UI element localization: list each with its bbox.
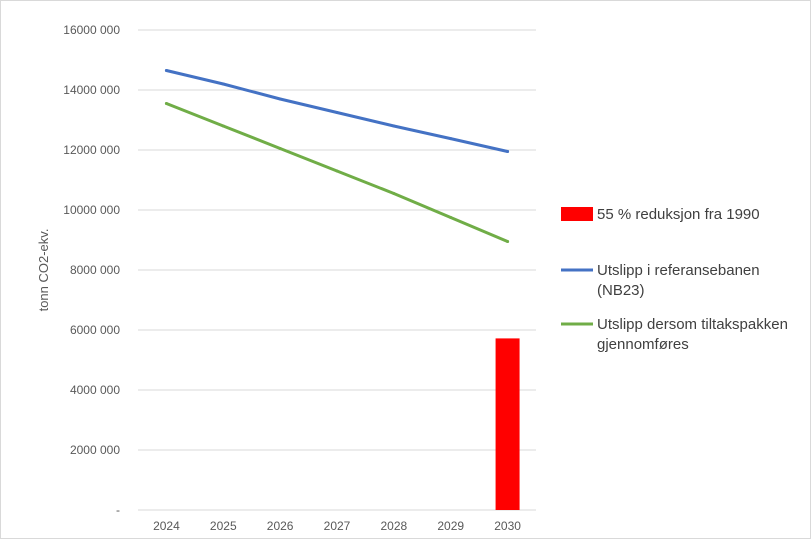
series-point <box>221 82 225 86</box>
y-tick-label: 2000 000 <box>70 443 120 457</box>
legend-swatch-bar <box>561 207 593 221</box>
series-point <box>506 150 510 153</box>
series-point <box>392 124 396 128</box>
y-tick-label: 8000 000 <box>70 263 120 277</box>
series-point <box>164 69 168 72</box>
y-tick-label: 16000 000 <box>63 23 120 37</box>
series-point <box>221 124 225 128</box>
x-tick-label: 2029 <box>437 519 464 533</box>
y-tick-label: 12000 000 <box>63 143 120 157</box>
y-axis-label: tonn CO2-ekv. <box>36 229 51 312</box>
legend-label: Utslipp i referansebanen <box>597 262 760 279</box>
y-tick-label: 14000 000 <box>63 83 120 97</box>
y-tick-label: 6000 000 <box>70 323 120 337</box>
series-point <box>278 97 282 101</box>
legend-label: Utslipp dersom tiltakspakken <box>597 316 788 333</box>
series-point <box>164 102 168 105</box>
legend-label: (NB23) <box>597 282 645 299</box>
y-tick-label: - <box>116 503 120 517</box>
series-point <box>449 216 453 219</box>
legend: 55 % reduksjon fra 1990 Utslipp i referan… <box>561 206 788 353</box>
legend-label: gjennomføres <box>597 336 689 353</box>
y-tick-label: 4000 000 <box>70 383 120 397</box>
series-point <box>335 111 339 114</box>
x-axis-ticks: 2024 2025 2026 2027 2028 2029 2030 <box>153 519 521 533</box>
gridlines <box>138 29 536 511</box>
x-tick-label: 2027 <box>324 519 351 533</box>
x-tick-label: 2024 <box>153 519 180 533</box>
series-point <box>449 137 453 141</box>
series-point <box>506 240 510 243</box>
x-tick-label: 2026 <box>267 519 294 533</box>
series-point <box>392 192 396 195</box>
x-tick-label: 2030 <box>494 519 521 533</box>
x-tick-label: 2028 <box>381 519 408 533</box>
x-tick-label: 2025 <box>210 519 237 533</box>
series-point <box>278 147 282 150</box>
y-tick-label: 10000 000 <box>63 203 120 217</box>
plot-area <box>164 69 520 510</box>
y-axis-ticks: - 2000 000 4000 000 6000 000 8000 000 10000 0… <box>63 23 120 517</box>
bar <box>495 338 520 510</box>
series-point <box>335 169 339 173</box>
legend-label: 55 % reduksjon fra 1990 <box>597 206 760 223</box>
